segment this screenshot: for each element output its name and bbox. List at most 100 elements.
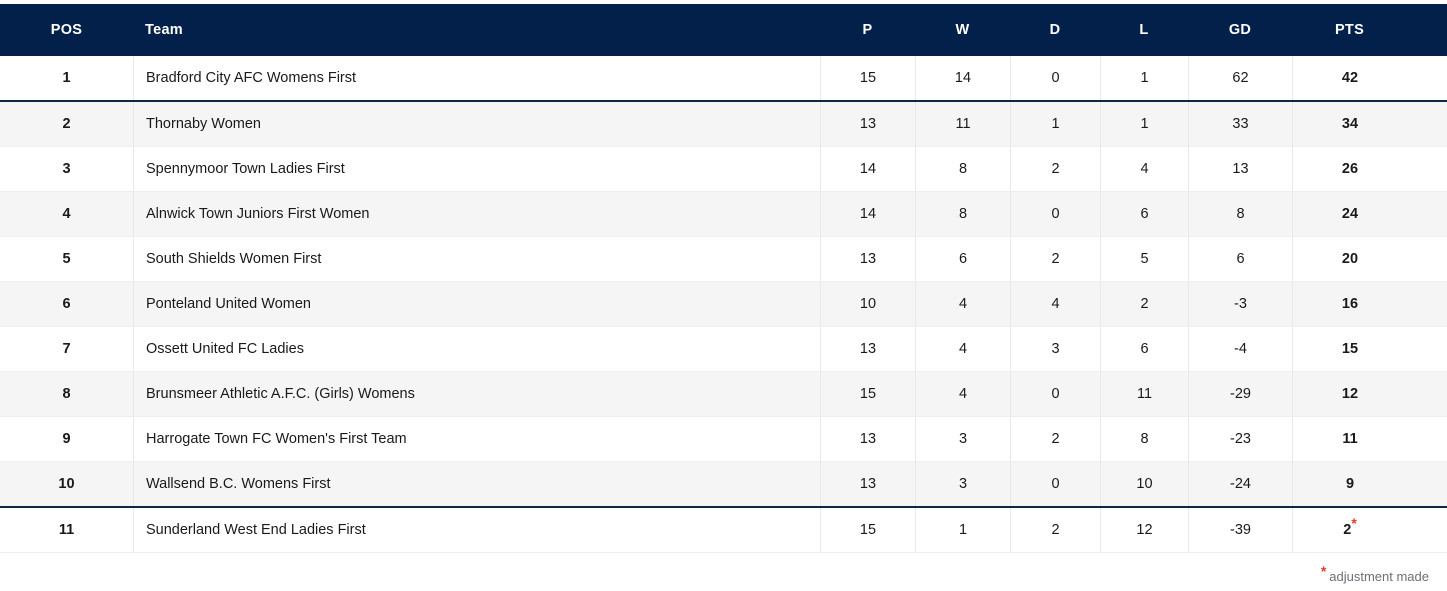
row-points: 24: [1292, 192, 1407, 236]
league-table: POS Team P W D L GD PTS 1 Bradford City A…: [0, 4, 1447, 584]
row-goal-difference: 8: [1188, 192, 1292, 236]
row-played: 14: [820, 192, 915, 236]
row-points: 20: [1292, 237, 1407, 281]
row-drawn: 2: [1010, 237, 1100, 281]
row-won: 4: [915, 327, 1010, 371]
row-lost: 5: [1100, 237, 1188, 281]
row-team-name: Brunsmeer Athletic A.F.C. (Girls) Womens: [133, 372, 820, 416]
row-team-name: Harrogate Town FC Women's First Team: [133, 417, 820, 461]
row-team-name: Sunderland West End Ladies First: [133, 508, 820, 552]
row-team-name: Spennymoor Town Ladies First: [133, 147, 820, 191]
table-row[interactable]: 7 Ossett United FC Ladies 13 4 3 6 -4 15: [0, 327, 1447, 372]
row-team-name: South Shields Women First: [133, 237, 820, 281]
row-won: 4: [915, 282, 1010, 326]
row-drawn: 4: [1010, 282, 1100, 326]
column-header-l[interactable]: L: [1139, 22, 1149, 38]
table-row[interactable]: 4 Alnwick Town Juniors First Women 14 8 0 6 8 2…: [0, 192, 1447, 237]
row-drawn: 0: [1010, 372, 1100, 416]
table-row[interactable]: 1 Bradford City AFC Womens First 15 14 0 1 62 4…: [0, 56, 1447, 102]
row-lost: 1: [1100, 56, 1188, 100]
row-points: 15: [1292, 327, 1407, 371]
row-position: 9: [62, 431, 71, 447]
row-goal-difference: -4: [1188, 327, 1292, 371]
table-row[interactable]: 6 Ponteland United Women 10 4 4 2 -3 16: [0, 282, 1447, 327]
table-row[interactable]: 11 Sunderland West End Ladies First 15 1 2 12…: [0, 508, 1447, 553]
row-played: 13: [820, 327, 915, 371]
row-position: 3: [62, 161, 71, 177]
row-lost: 4: [1100, 147, 1188, 191]
row-won: 11: [915, 102, 1010, 146]
row-position: 5: [62, 251, 71, 267]
row-points-value: 34: [1341, 116, 1359, 132]
points-adjustment-asterisk: *: [1351, 515, 1357, 532]
row-drawn: 0: [1010, 192, 1100, 236]
row-drawn: 0: [1010, 462, 1100, 506]
row-lost: 1: [1100, 102, 1188, 146]
column-header-gd[interactable]: GD: [1228, 22, 1252, 38]
row-goal-difference: -23: [1188, 417, 1292, 461]
row-points: 2*: [1292, 508, 1407, 552]
row-played: 14: [820, 147, 915, 191]
row-position: 7: [62, 341, 71, 357]
row-position: 10: [58, 476, 75, 492]
row-played: 15: [820, 372, 915, 416]
row-lost: 6: [1100, 327, 1188, 371]
column-header-d[interactable]: D: [1049, 22, 1061, 38]
row-points: 12: [1292, 372, 1407, 416]
table-row[interactable]: 9 Harrogate Town FC Women's First Team 13 3…: [0, 417, 1447, 462]
row-position: 8: [62, 386, 71, 402]
row-team-name: Alnwick Town Juniors First Women: [133, 192, 820, 236]
row-played: 13: [820, 102, 915, 146]
row-points-value: 9: [1345, 476, 1355, 492]
row-played: 10: [820, 282, 915, 326]
row-goal-difference: -3: [1188, 282, 1292, 326]
row-won: 3: [915, 462, 1010, 506]
column-header-p[interactable]: P: [862, 22, 873, 38]
row-points: 42: [1292, 56, 1407, 100]
table-row[interactable]: 10 Wallsend B.C. Womens First 13 3 0 10 -24 9: [0, 462, 1447, 508]
row-won: 8: [915, 147, 1010, 191]
row-won: 1: [915, 508, 1010, 552]
row-points: 16: [1292, 282, 1407, 326]
row-position: 1: [62, 70, 71, 86]
row-lost: 11: [1100, 372, 1188, 416]
row-position: 6: [62, 296, 71, 312]
table-body: 1 Bradford City AFC Womens First 15 14 0 1 62 4…: [0, 56, 1447, 553]
column-header-pos[interactable]: POS: [50, 22, 83, 38]
row-won: 4: [915, 372, 1010, 416]
row-position: 2: [62, 116, 71, 132]
row-drawn: 2: [1010, 508, 1100, 552]
row-points: 11: [1292, 417, 1407, 461]
row-goal-difference: 33: [1188, 102, 1292, 146]
row-team-name: Ossett United FC Ladies: [133, 327, 820, 371]
row-goal-difference: 6: [1188, 237, 1292, 281]
row-points: 9: [1292, 462, 1407, 506]
footnote: * adjustment made: [0, 564, 1447, 584]
row-goal-difference: -29: [1188, 372, 1292, 416]
table-row[interactable]: 2 Thornaby Women 13 11 1 1 33 34: [0, 102, 1447, 147]
table-row[interactable]: 3 Spennymoor Town Ladies First 14 8 2 4 13 26: [0, 147, 1447, 192]
row-won: 8: [915, 192, 1010, 236]
column-header-w[interactable]: W: [955, 22, 970, 38]
row-drawn: 1: [1010, 102, 1100, 146]
row-team-name: Thornaby Women: [133, 102, 820, 146]
row-goal-difference: 62: [1188, 56, 1292, 100]
row-position: 11: [58, 522, 75, 538]
row-played: 13: [820, 237, 915, 281]
table-row[interactable]: 8 Brunsmeer Athletic A.F.C. (Girls) Women…: [0, 372, 1447, 417]
row-goal-difference: 13: [1188, 147, 1292, 191]
row-points-value: 16: [1341, 296, 1359, 312]
row-won: 3: [915, 417, 1010, 461]
column-header-team[interactable]: Team: [145, 22, 184, 38]
row-played: 13: [820, 462, 915, 506]
row-lost: 2: [1100, 282, 1188, 326]
row-points-value: 42: [1341, 70, 1359, 86]
row-goal-difference: -24: [1188, 462, 1292, 506]
table-row[interactable]: 5 South Shields Women First 13 6 2 5 6 20: [0, 237, 1447, 282]
row-goal-difference: -39: [1188, 508, 1292, 552]
row-lost: 12: [1100, 508, 1188, 552]
footnote-text: adjustment made: [1329, 569, 1429, 584]
row-points-value: 24: [1341, 206, 1359, 222]
column-header-pts[interactable]: PTS: [1334, 22, 1365, 38]
row-points-value: 20: [1341, 251, 1359, 267]
